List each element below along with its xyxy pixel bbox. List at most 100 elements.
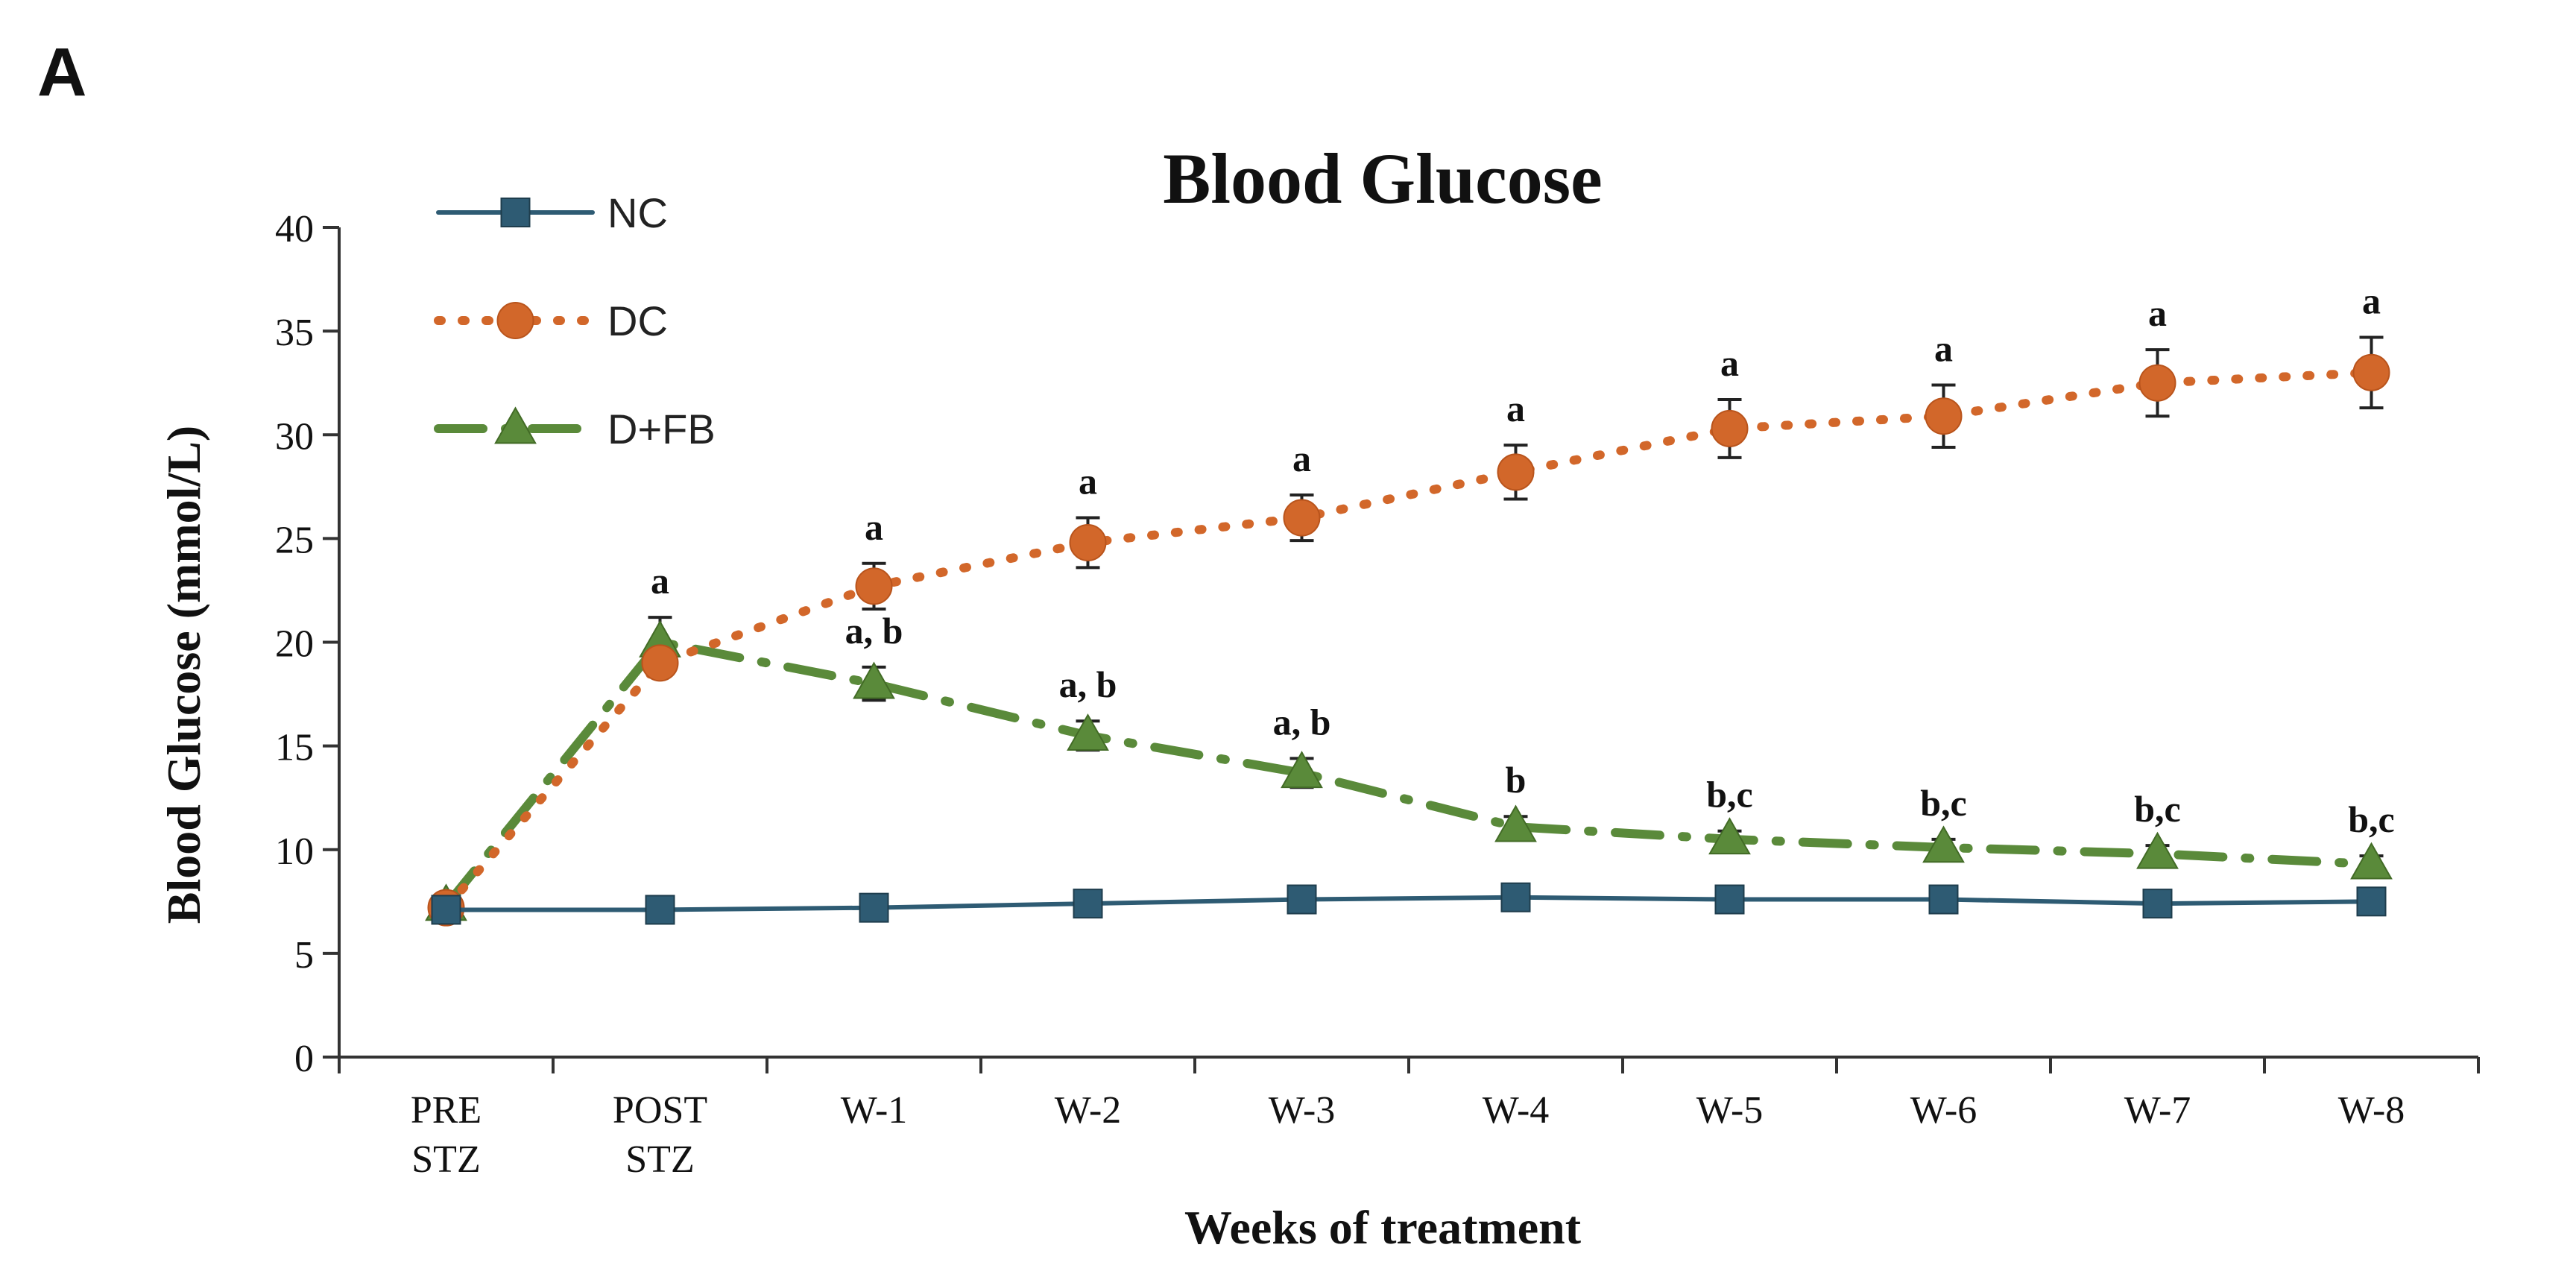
data-point [641,644,679,682]
series-dc [427,335,2390,927]
significance-label: b,c [1920,782,1967,824]
legend-item: DC [434,297,668,344]
x-tick-label: W-3 [1269,1089,1336,1132]
data-point [2138,364,2176,402]
data-point [1925,397,1963,435]
y-tick-label: 10 [275,830,314,873]
x-tick-label-line: W-4 [1483,1089,1550,1132]
x-tick-label: W-7 [2124,1089,2191,1132]
significance-label: a [2148,292,2167,334]
x-tick-label: POST STZ [613,1089,707,1181]
x-tick-label-line: W-1 [841,1089,908,1132]
significance-label: b,c [1706,774,1753,816]
annotation-layer: a a a a a a a a a a, b a, b a, b b b,c b,c b,c b,c [651,280,2395,840]
y-tick-label: 15 [275,727,314,769]
significance-label: a [1506,388,1525,429]
x-tick-label-line: STZ [411,1138,480,1181]
data-point [1500,882,1531,912]
legend-item: NC [436,189,668,236]
y-tick-label: 40 [275,208,314,250]
significance-label: a [1720,342,1739,384]
significance-label: a [651,560,669,602]
legend: NC DC D+FB [434,189,716,452]
legend-marker [500,198,531,227]
significance-label: b,c [2134,788,2181,830]
x-tick-label-line: PRE [411,1089,482,1132]
x-axis-title: Weeks of treatment [1184,1201,1582,1254]
data-point [1283,499,1321,537]
data-point [855,567,893,605]
legend-item: D+FB [434,406,716,452]
series-nc [431,882,2387,925]
series-line [443,895,2374,912]
data-point [2350,842,2393,880]
series-d-fb [425,616,2393,921]
data-point [1281,751,1323,789]
data-point [853,661,895,699]
significance-label: b,c [2348,798,2395,840]
y-tick-label: 0 [294,1038,314,1080]
series-line [441,368,2376,912]
x-tick-label: W-1 [841,1089,908,1132]
y-tick-label: 20 [275,623,314,666]
x-tick-label-line: W-6 [1910,1089,1977,1132]
data-point [1711,409,1749,447]
legend-label: DC [607,297,668,344]
data-point [2356,886,2387,917]
data-point [1494,804,1537,842]
x-tick-label-line: W-2 [1055,1089,1122,1132]
data-point [2142,889,2173,919]
data-point [859,892,889,923]
significance-label: a, b [1273,701,1331,742]
x-tick-label-line: W-8 [2338,1089,2405,1132]
significance-label: a [1079,461,1097,502]
significance-label: a [2362,280,2381,321]
significance-label: a, b [845,610,903,652]
data-point [1714,884,1745,915]
data-point [645,895,675,925]
data-point [1928,884,1959,915]
y-tick-label: 25 [275,519,314,561]
x-tick-label: W-8 [2338,1089,2405,1132]
x-tick-label-line: W-5 [1696,1089,1764,1132]
significance-label: a, b [1059,663,1117,705]
x-tick-label-line: W-7 [2124,1089,2191,1132]
y-tick-label: 35 [275,312,314,354]
data-point [1287,884,1317,915]
x-tick-label: W-6 [1910,1089,1977,1132]
data-point [431,895,461,925]
legend-label: D+FB [607,406,716,452]
data-point [2352,353,2390,391]
x-tick-label: W-5 [1696,1089,1764,1132]
y-tick-label: 5 [294,934,314,977]
chart-title: Blood Glucose [1163,139,1602,218]
legend-marker [494,406,537,444]
y-tick-label: 30 [275,415,314,458]
x-tick-label: W-4 [1483,1089,1550,1132]
data-point [1497,453,1535,491]
x-tick-label: W-2 [1055,1089,1122,1132]
x-tick-label-line: POST [613,1089,707,1132]
significance-label: a [865,506,883,548]
axes: 0 5 10 15 20 25 30 35 40 PRE STZ POST STZ W-1 W-2 W-3 W-… [275,208,2480,1181]
significance-label: b [1506,759,1527,801]
y-axis-title: Blood Glucose (mmol/L) [157,426,210,924]
legend-label: NC [607,189,668,236]
data-point [1073,889,1103,919]
x-tick-label-line: STZ [625,1138,694,1181]
x-tick-label: PRE STZ [411,1089,482,1181]
data-point [1708,817,1751,855]
x-tick-label-line: W-3 [1269,1089,1336,1132]
data-point [1922,825,1965,863]
data-point [1067,713,1109,751]
significance-label: a [1292,438,1311,479]
panel-label: A [37,34,86,110]
legend-marker [496,302,534,339]
significance-label: a [1934,327,1953,369]
series-line [441,637,2376,910]
series-layer [425,335,2393,927]
data-point [2136,831,2179,869]
data-point [1069,523,1107,561]
